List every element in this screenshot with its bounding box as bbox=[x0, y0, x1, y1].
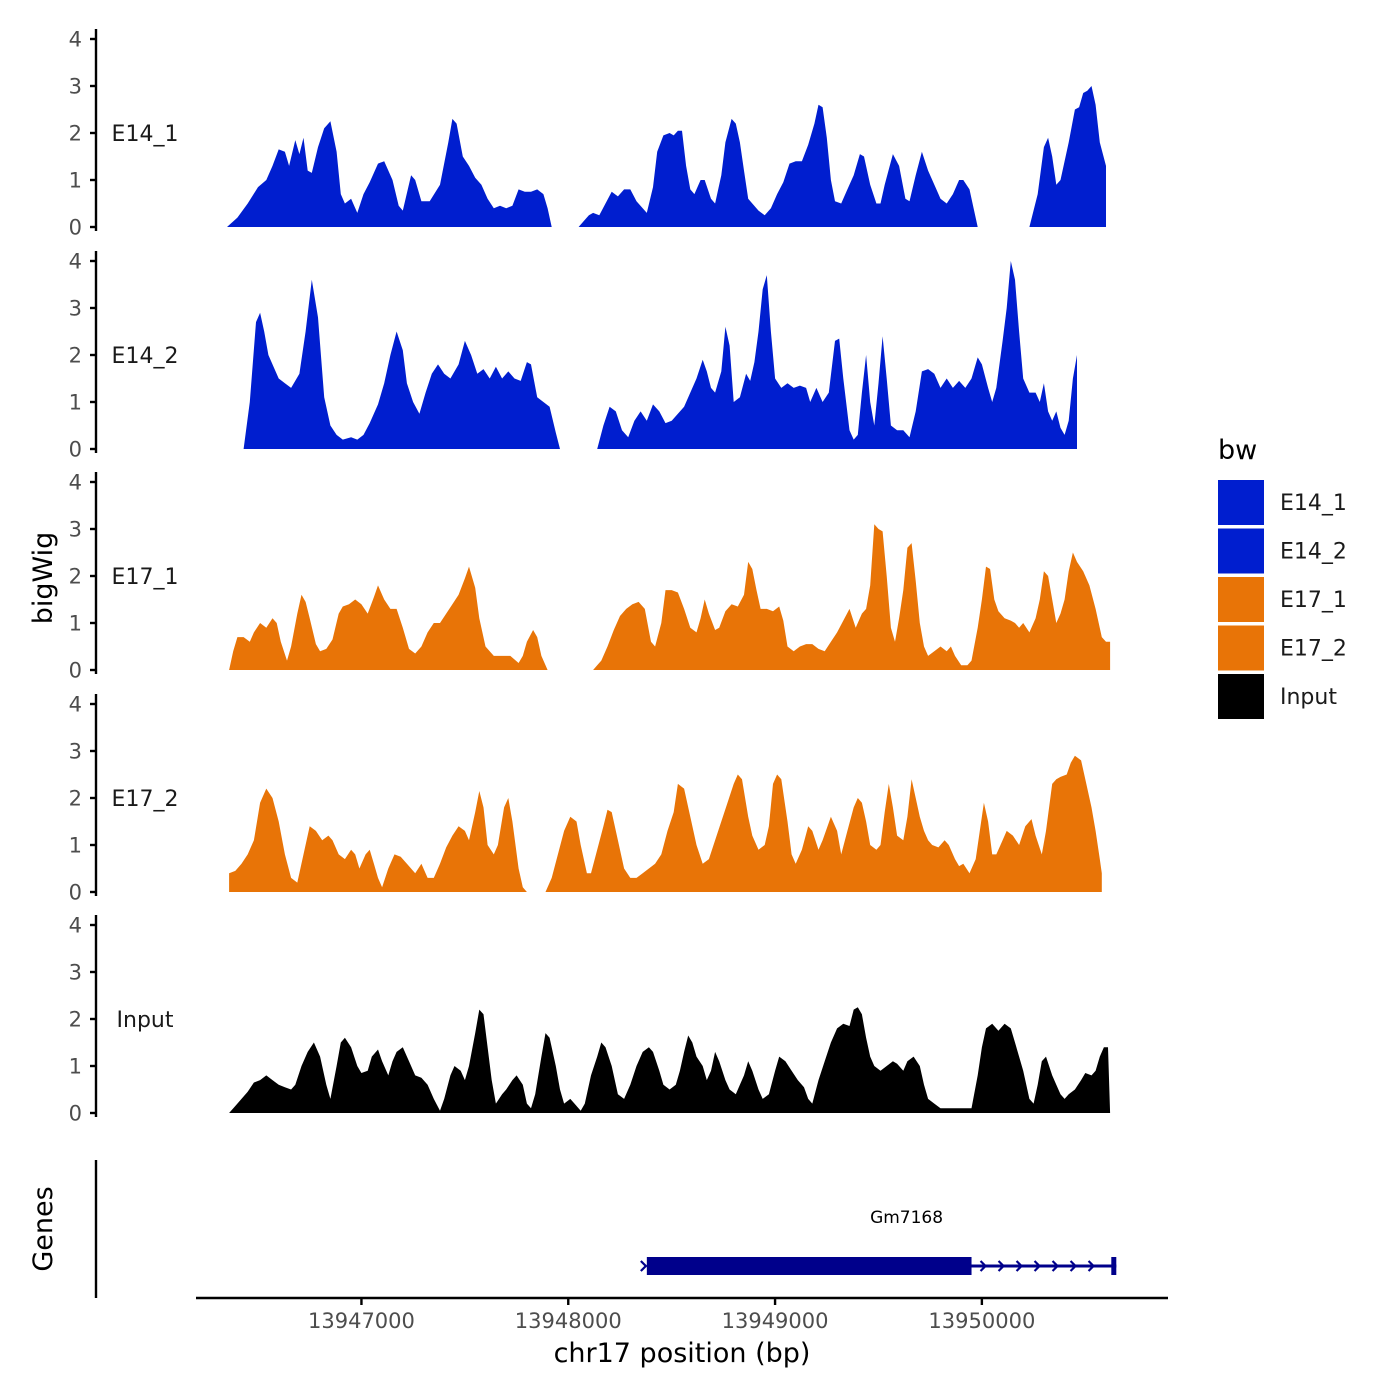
y-tick-label: 1 bbox=[69, 612, 82, 636]
track-label: Input bbox=[117, 1008, 174, 1033]
strand-arrow bbox=[979, 1260, 988, 1272]
y-tick-label: 1 bbox=[69, 391, 82, 415]
gene-track: Gm7168 bbox=[94, 1160, 1117, 1298]
x-tick-label: 13948000 bbox=[515, 1309, 622, 1333]
legend-item-e14_1: E14_1 bbox=[1218, 480, 1347, 525]
coverage-area-e14_2 bbox=[243, 279, 560, 449]
legend-swatch bbox=[1218, 625, 1264, 671]
y-tick-label: 0 bbox=[69, 1102, 82, 1126]
legend: bw E14_1 E14_2 E17_1 E17_2 Input bbox=[1218, 435, 1347, 719]
track-e14_2: 0 1 2 3 4 E14_2 bbox=[69, 250, 1077, 462]
y-tick-label: 0 bbox=[69, 438, 82, 462]
strand-arrow bbox=[1015, 1260, 1024, 1272]
legend-label: E17_2 bbox=[1280, 637, 1347, 662]
track-label: E17_1 bbox=[112, 565, 179, 590]
y-tick-label: 4 bbox=[69, 914, 82, 938]
coverage-area-e14_2 bbox=[597, 261, 1077, 449]
legend-label: Input bbox=[1280, 685, 1337, 710]
legend-swatch bbox=[1218, 577, 1264, 622]
legend-label: E17_1 bbox=[1280, 588, 1347, 613]
strand-arrow bbox=[640, 1260, 648, 1272]
x-axis: 13947000 13948000 13949000 13950000 bbox=[196, 1296, 1168, 1333]
strand-arrow bbox=[997, 1260, 1006, 1272]
y-tick-label: 2 bbox=[69, 565, 82, 589]
y-tick-label: 3 bbox=[69, 75, 82, 99]
coverage-area-e17_2 bbox=[545, 755, 1102, 892]
gene-label: Gm7168 bbox=[870, 1208, 943, 1228]
coverage-area-e14_1 bbox=[578, 104, 978, 227]
coverage-area-input bbox=[229, 1007, 1111, 1113]
legend-label: E14_2 bbox=[1280, 540, 1347, 565]
x-axis-title: chr17 position (bp) bbox=[554, 1338, 811, 1369]
y-tick-label: 2 bbox=[69, 122, 82, 146]
gene-exon-block bbox=[646, 1257, 972, 1275]
y-tick-label: 2 bbox=[69, 1008, 82, 1032]
track-label: E17_2 bbox=[112, 787, 179, 812]
strand-arrow bbox=[1069, 1260, 1078, 1272]
x-tick-label: 13950000 bbox=[928, 1309, 1035, 1333]
y-axis-title: bigWig bbox=[28, 532, 59, 625]
legend-item-e14_2: E14_2 bbox=[1218, 528, 1347, 574]
y-tick-label: 4 bbox=[69, 471, 82, 495]
y-tick-label: 1 bbox=[69, 1055, 82, 1079]
coverage-area-e17_1 bbox=[593, 524, 1111, 670]
legend-swatch bbox=[1218, 674, 1264, 719]
y-tick-label: 2 bbox=[69, 344, 82, 368]
track-e17_2: 0 1 2 3 4 E17_2 bbox=[69, 693, 1102, 905]
strand-arrow bbox=[1033, 1260, 1042, 1272]
legend-item-e17_1: E17_1 bbox=[1218, 577, 1347, 622]
bigwig-tracks: 0 1 2 3 4 E14_1 0 1 2 3 4 E14_2 0 1 2 3 4 E17_1 0 1 2 3 4 E17_2… bbox=[69, 28, 1111, 1126]
y-tick-label: 1 bbox=[69, 834, 82, 858]
strand-arrow bbox=[1087, 1260, 1096, 1272]
track-input: 0 1 2 3 4 Input bbox=[69, 914, 1111, 1126]
legend-swatch bbox=[1218, 528, 1264, 574]
y-tick-label: 0 bbox=[69, 216, 82, 240]
y-tick-label: 2 bbox=[69, 787, 82, 811]
y-tick-label: 1 bbox=[69, 169, 82, 193]
y-tick-label: 3 bbox=[69, 961, 82, 985]
gene-end-block bbox=[1111, 1257, 1117, 1275]
coverage-area-e17_2 bbox=[229, 788, 527, 892]
y-tick-label: 3 bbox=[69, 518, 82, 542]
gene-gm7168: Gm7168 bbox=[640, 1208, 1117, 1275]
track-e14_1: 0 1 2 3 4 E14_1 bbox=[69, 28, 1106, 240]
legend-label: E14_1 bbox=[1280, 491, 1347, 516]
legend-swatch bbox=[1218, 480, 1264, 525]
coverage-area-e14_1 bbox=[227, 118, 552, 227]
x-tick-label: 13947000 bbox=[308, 1309, 415, 1333]
legend-item-input: Input bbox=[1218, 674, 1337, 719]
track-label: E14_2 bbox=[112, 344, 179, 369]
track-e17_1: 0 1 2 3 4 E17_1 bbox=[69, 471, 1111, 683]
legend-title: bw bbox=[1218, 435, 1257, 466]
track-label: E14_1 bbox=[112, 122, 179, 147]
legend-item-e17_2: E17_2 bbox=[1218, 625, 1347, 671]
y-tick-label: 3 bbox=[69, 297, 82, 321]
y-tick-label: 0 bbox=[69, 881, 82, 905]
coverage-area-e17_1 bbox=[229, 566, 548, 670]
y-tick-label: 3 bbox=[69, 740, 82, 764]
y-tick-label: 4 bbox=[69, 28, 82, 52]
y-tick-label: 4 bbox=[69, 693, 82, 717]
coverage-area-e14_1 bbox=[1029, 86, 1106, 227]
x-tick-label: 13949000 bbox=[722, 1309, 829, 1333]
genes-track-title: Genes bbox=[28, 1186, 59, 1271]
strand-arrow bbox=[1051, 1260, 1060, 1272]
y-tick-label: 0 bbox=[69, 659, 82, 683]
y-tick-label: 4 bbox=[69, 250, 82, 274]
